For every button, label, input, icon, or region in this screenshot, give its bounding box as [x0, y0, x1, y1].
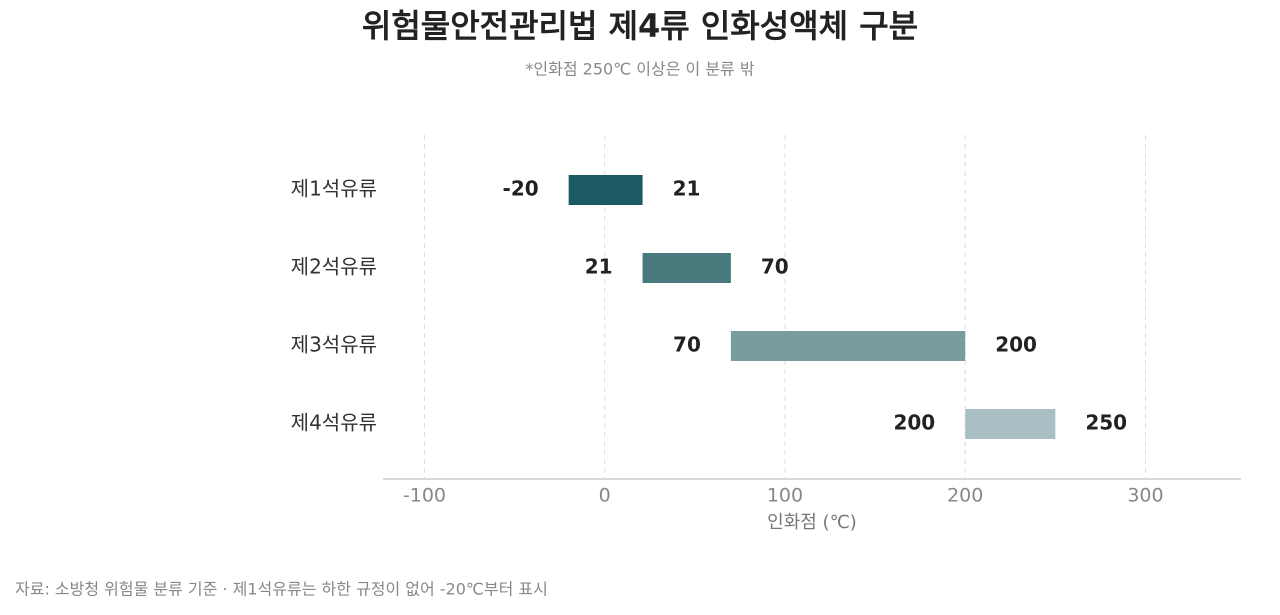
category-label: 제4석유류	[291, 411, 377, 435]
chart-title: 위험물안전관리법 제4류 인화성액체 구분	[362, 7, 918, 45]
value-label-high: 200	[995, 333, 1037, 357]
value-label-low: -20	[503, 177, 539, 201]
value-label-low: 21	[585, 255, 613, 279]
x-axis-label: 인화점 (℃)	[767, 512, 857, 533]
bar	[965, 409, 1056, 439]
value-label-high: 250	[1085, 411, 1127, 435]
x-tick-label: 300	[1127, 485, 1163, 507]
x-tick-label: -100	[403, 485, 446, 507]
bar	[568, 175, 643, 205]
category-label: 제3석유류	[291, 333, 377, 357]
bar	[642, 253, 731, 283]
x-tick-label: 100	[767, 485, 803, 507]
value-label-high: 21	[673, 177, 701, 201]
value-label-low: 70	[673, 333, 701, 357]
bar	[730, 331, 966, 361]
source-note: 자료: 소방청 위험물 분류 기준 · 제1석유류는 하한 규정이 없어 -20…	[15, 580, 548, 599]
x-tick-label: 200	[947, 485, 983, 507]
category-label: 제1석유류	[291, 177, 377, 201]
chart-subtitle: *인화점 250℃ 이상은 이 분류 밖	[525, 60, 754, 79]
value-label-high: 70	[761, 255, 789, 279]
x-tick-label: 0	[599, 485, 611, 507]
value-label-low: 200	[893, 411, 935, 435]
category-label: 제2석유류	[291, 255, 377, 279]
